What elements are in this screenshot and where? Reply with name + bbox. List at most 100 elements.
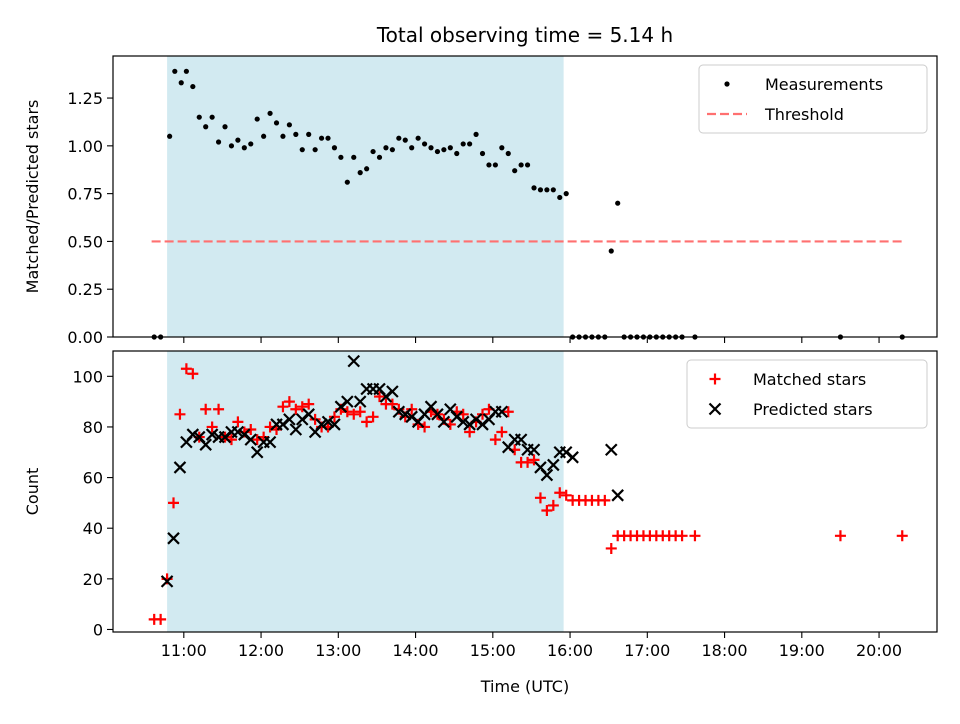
measurement-point: [376, 154, 383, 160]
measurement-point: [254, 116, 260, 122]
predicted-star-point: [392, 405, 406, 419]
measurement-point: [531, 185, 537, 191]
matched-star-point: [502, 406, 514, 418]
y-tick-label: 0: [93, 620, 103, 639]
matched-star-point: [367, 411, 379, 423]
measurement-point: [396, 135, 402, 141]
measurement-point: [167, 133, 173, 139]
observing-window-shade: [167, 351, 564, 632]
predicted-star-point: [167, 532, 180, 545]
measurement-point: [499, 145, 505, 151]
predicted-star-point: [186, 428, 200, 441]
predicted-star-point: [199, 438, 212, 451]
matched-star-point: [528, 454, 540, 466]
matched-star-point: [534, 492, 546, 504]
predicted-star-point: [160, 575, 174, 588]
measurement-point: [344, 179, 350, 185]
measurement-point: [338, 154, 344, 160]
measurement-point: [293, 131, 299, 137]
matched-star-point: [522, 456, 534, 468]
matched-star-point: [361, 416, 373, 428]
measurement-point: [479, 150, 486, 157]
matched-star-point: [676, 530, 688, 542]
measurement-point: [512, 168, 518, 174]
panel-count: 0 20 40 60 80 100 11:00 12:00 13:00 14:00 15:00 16:…: [23, 350, 938, 660]
measurement-point: [460, 141, 466, 147]
measurement-point: [273, 120, 280, 126]
matched-star-point: [168, 497, 180, 509]
matched-star-point: [541, 504, 553, 516]
x-tick-label: 11:00: [161, 641, 207, 660]
measurement-point: [248, 141, 254, 147]
measurement-point: [312, 147, 318, 153]
matched-star-point: [296, 401, 308, 413]
matched-star-point: [283, 396, 295, 408]
predicted-star-point: [321, 415, 335, 429]
measurement-point: [409, 145, 415, 151]
y-tick-label: 0.25: [67, 280, 103, 299]
matched-star-point: [341, 406, 353, 418]
measurement-point: [178, 80, 184, 86]
y-tick-label: 0.50: [67, 232, 103, 251]
matched-star-point: [180, 363, 192, 375]
predicted-star-point: [386, 385, 399, 398]
legend-label: Predicted stars: [753, 400, 873, 419]
measurement-point: [325, 135, 331, 141]
measurement-point: [383, 145, 389, 151]
predicted-star-point: [437, 415, 451, 429]
y-tick-label: 80: [83, 418, 103, 437]
measurement-point: [505, 150, 511, 157]
matched-star-point: [277, 401, 289, 413]
matched-star-point: [599, 494, 611, 506]
legend-box: [686, 359, 928, 429]
x-tick-label: 19:00: [779, 641, 825, 660]
measurement-point: [318, 135, 325, 141]
predicted-star-point: [347, 354, 361, 368]
legend-label: Matched stars: [753, 370, 866, 389]
measurement-point: [222, 124, 228, 130]
measurement-point: [364, 166, 370, 172]
predicted-star-point: [289, 423, 303, 436]
matched-star-point: [689, 530, 701, 542]
legend-marker: [724, 81, 730, 87]
measurement-point: [228, 143, 235, 149]
measurement-point: [357, 170, 363, 176]
predicted-star-point: [244, 433, 258, 446]
matched-star-point: [464, 426, 476, 438]
measurement-point: [183, 68, 189, 74]
measurement-point: [447, 145, 453, 151]
y-axis-label: Count: [23, 468, 42, 516]
measurement-point: [306, 131, 312, 137]
panel-ratio: 0.00 0.25 0.50 0.75 1.00 1.25 Matched/Predicte…: [23, 55, 938, 347]
measurement-point: [351, 154, 357, 160]
legend-label: Measurements: [765, 75, 883, 94]
predicted-star-point: [231, 425, 245, 439]
predicted-star-point: [353, 395, 367, 408]
measurement-point: [209, 114, 215, 120]
matched-star-point: [206, 421, 218, 433]
measurement-point: [524, 162, 531, 168]
observing-window-shade: [167, 56, 564, 337]
x-tick-label: 13:00: [315, 641, 361, 660]
predicted-star-point: [205, 428, 219, 441]
x-axis-label: Time (UTC): [480, 677, 569, 696]
matched-star-point: [834, 530, 846, 542]
matched-star-point: [155, 613, 167, 625]
x-tick-label: 15:00: [470, 641, 516, 660]
measurement-point: [415, 135, 421, 141]
measurement-point: [402, 137, 408, 143]
measurement-point: [563, 191, 569, 197]
plot-frame: [112, 350, 938, 633]
legend-marker: [709, 373, 721, 385]
y-tick-label: 0.75: [67, 185, 103, 204]
x-tick-label: 16:00: [547, 641, 593, 660]
predicted-star-point: [540, 468, 554, 482]
predicted-star-point: [456, 415, 470, 429]
measurement-point: [486, 162, 492, 168]
matched-star-point: [245, 423, 257, 435]
measurement-point: [421, 141, 428, 147]
measurement-point: [299, 147, 305, 153]
measurement-point: [537, 187, 544, 193]
y-tick-label: 20: [83, 570, 103, 589]
x-tick-label: 14:00: [393, 641, 439, 660]
